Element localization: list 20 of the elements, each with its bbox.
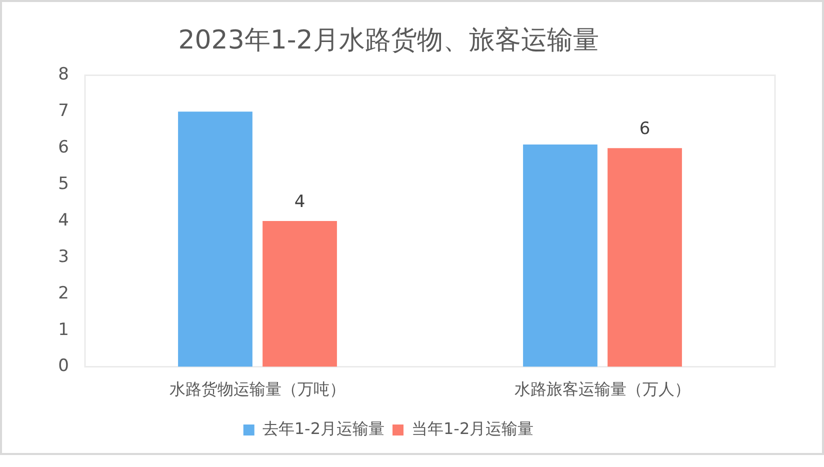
y-tick-label: 2 bbox=[58, 283, 69, 304]
legend-label: 去年1-2月运输量 bbox=[262, 419, 385, 438]
bar bbox=[523, 144, 598, 367]
chart-title: 2023年1-2月水路货物、旅客运输量 bbox=[178, 25, 599, 56]
y-tick-label: 1 bbox=[58, 320, 69, 340]
y-tick-label: 5 bbox=[58, 174, 69, 194]
y-tick-label: 3 bbox=[58, 246, 69, 267]
x-tick-label: 水路旅客运输量（万人） bbox=[514, 380, 690, 399]
y-tick-label: 6 bbox=[58, 138, 69, 158]
bar bbox=[608, 148, 682, 367]
x-tick-label: 水路货物运输量（万吨） bbox=[170, 380, 346, 399]
y-tick-label: 8 bbox=[58, 64, 69, 85]
bar bbox=[178, 112, 252, 367]
legend-label: 当年1-2月运输量 bbox=[412, 419, 534, 438]
y-tick-label: 4 bbox=[58, 210, 69, 230]
y-tick-label: 0 bbox=[58, 356, 69, 376]
y-tick-label: 7 bbox=[58, 101, 69, 122]
data-label: 6 bbox=[639, 119, 650, 140]
data-label: 4 bbox=[294, 192, 306, 212]
bar bbox=[262, 221, 337, 367]
